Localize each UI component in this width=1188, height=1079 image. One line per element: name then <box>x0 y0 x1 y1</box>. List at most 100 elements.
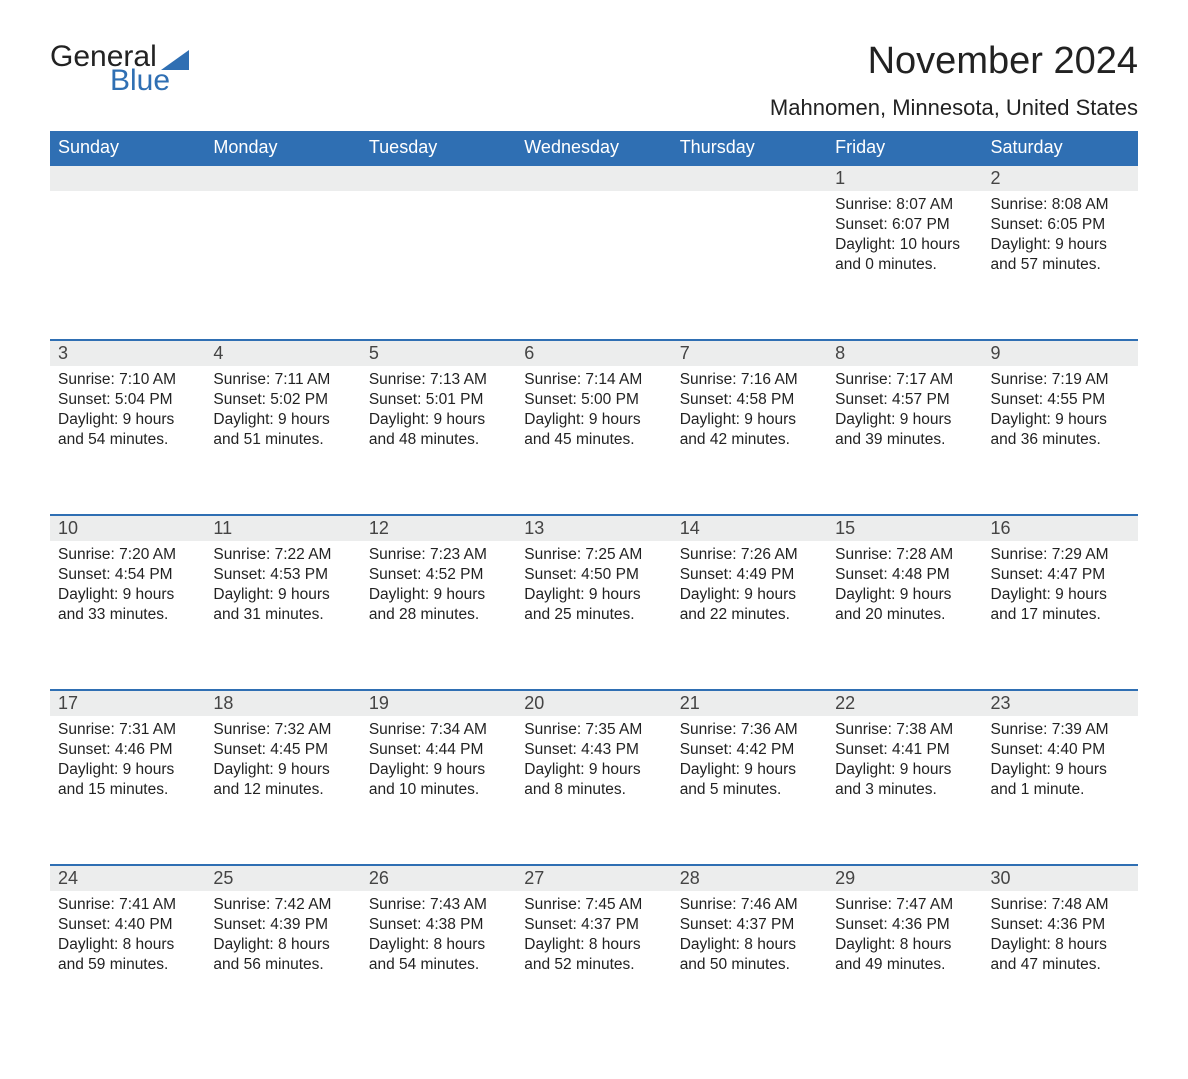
daylight-line: Daylight: 10 hours and 0 minutes. <box>835 235 974 275</box>
title-block: November 2024 Mahnomen, Minnesota, Unite… <box>770 40 1138 121</box>
month-title: November 2024 <box>770 40 1138 83</box>
sunset-line: Sunset: 4:36 PM <box>991 915 1130 935</box>
sunrise-line: Sunrise: 7:19 AM <box>991 370 1130 390</box>
daylight-line: Daylight: 9 hours and 22 minutes. <box>680 585 819 625</box>
sunset-line: Sunset: 4:40 PM <box>58 915 197 935</box>
day-detail-cell: Sunrise: 7:14 AMSunset: 5:00 PMDaylight:… <box>516 366 671 515</box>
sunset-line: Sunset: 4:54 PM <box>58 565 197 585</box>
day-number-cell: 13 <box>516 515 671 541</box>
daylight-line: Daylight: 8 hours and 49 minutes. <box>835 935 974 975</box>
day-number-cell: 24 <box>50 865 205 891</box>
day-number-cell: 28 <box>672 865 827 891</box>
sunrise-line: Sunrise: 7:10 AM <box>58 370 197 390</box>
day-number-cell: 14 <box>672 515 827 541</box>
day-number-cell <box>361 165 516 191</box>
day-header: Monday <box>205 131 360 165</box>
daylight-line: Daylight: 9 hours and 28 minutes. <box>369 585 508 625</box>
day-detail-cell: Sunrise: 7:43 AMSunset: 4:38 PMDaylight:… <box>361 891 516 1039</box>
daylight-line: Daylight: 9 hours and 12 minutes. <box>213 760 352 800</box>
daylight-line: Daylight: 9 hours and 42 minutes. <box>680 410 819 450</box>
sunset-line: Sunset: 4:55 PM <box>991 390 1130 410</box>
day-number-cell: 18 <box>205 690 360 716</box>
day-number-cell: 21 <box>672 690 827 716</box>
day-number-cell: 12 <box>361 515 516 541</box>
sunrise-line: Sunrise: 7:13 AM <box>369 370 508 390</box>
day-header: Friday <box>827 131 982 165</box>
sunset-line: Sunset: 5:04 PM <box>58 390 197 410</box>
day-detail-cell <box>672 191 827 340</box>
week-detail-row: Sunrise: 7:20 AMSunset: 4:54 PM Daylight:… <box>50 541 1138 690</box>
daylight-line: Daylight: 9 hours and 8 minutes. <box>524 760 663 800</box>
daylight-line: Daylight: 9 hours and 57 minutes. <box>991 235 1130 275</box>
sunrise-line: Sunrise: 7:20 AM <box>58 545 197 565</box>
daylight-line: Daylight: 9 hours and 3 minutes. <box>835 760 974 800</box>
sunset-line: Sunset: 4:41 PM <box>835 740 974 760</box>
day-number-cell: 8 <box>827 340 982 366</box>
week-daynum-row: 3456789 <box>50 340 1138 366</box>
sunrise-line: Sunrise: 7:48 AM <box>991 895 1130 915</box>
sunset-line: Sunset: 5:00 PM <box>524 390 663 410</box>
day-detail-cell: Sunrise: 7:46 AMSunset: 4:37 PMDaylight:… <box>672 891 827 1039</box>
sunset-line: Sunset: 4:45 PM <box>213 740 352 760</box>
sunset-line: Sunset: 6:05 PM <box>991 215 1130 235</box>
sunrise-line: Sunrise: 7:47 AM <box>835 895 974 915</box>
daylight-line: Daylight: 8 hours and 56 minutes. <box>213 935 352 975</box>
sunrise-line: Sunrise: 7:16 AM <box>680 370 819 390</box>
day-number-cell: 9 <box>983 340 1138 366</box>
daylight-line: Daylight: 9 hours and 17 minutes. <box>991 585 1130 625</box>
logo: General Blue <box>50 40 189 98</box>
day-detail-cell: Sunrise: 7:41 AMSunset: 4:40 PMDaylight:… <box>50 891 205 1039</box>
day-detail-cell: Sunrise: 7:26 AMSunset: 4:49 PMDaylight:… <box>672 541 827 690</box>
sunrise-line: Sunrise: 7:38 AM <box>835 720 974 740</box>
daylight-line: Daylight: 8 hours and 50 minutes. <box>680 935 819 975</box>
sunrise-line: Sunrise: 7:34 AM <box>369 720 508 740</box>
daylight-line: Daylight: 8 hours and 47 minutes. <box>991 935 1130 975</box>
sunrise-line: Sunrise: 7:39 AM <box>991 720 1130 740</box>
day-header: Saturday <box>983 131 1138 165</box>
day-number-cell: 27 <box>516 865 671 891</box>
day-detail-cell: Sunrise: 7:32 AMSunset: 4:45 PMDaylight:… <box>205 716 360 865</box>
daylight-line: Daylight: 9 hours and 25 minutes. <box>524 585 663 625</box>
day-number-cell: 22 <box>827 690 982 716</box>
day-detail-cell: Sunrise: 7:19 AMSunset: 4:55 PMDaylight:… <box>983 366 1138 515</box>
day-number-cell: 11 <box>205 515 360 541</box>
day-number-cell: 1 <box>827 165 982 191</box>
day-number-cell <box>516 165 671 191</box>
sunrise-line: Sunrise: 7:35 AM <box>524 720 663 740</box>
day-detail-cell <box>516 191 671 340</box>
day-number-cell: 5 <box>361 340 516 366</box>
day-detail-cell: Sunrise: 7:35 AMSunset: 4:43 PMDaylight:… <box>516 716 671 865</box>
sunset-line: Sunset: 4:49 PM <box>680 565 819 585</box>
sunrise-line: Sunrise: 7:22 AM <box>213 545 352 565</box>
day-detail-cell: Sunrise: 7:23 AMSunset: 4:52 PMDaylight:… <box>361 541 516 690</box>
day-detail-cell: Sunrise: 8:07 AMSunset: 6:07 PMDaylight:… <box>827 191 982 340</box>
day-number-cell: 20 <box>516 690 671 716</box>
sunrise-line: Sunrise: 7:32 AM <box>213 720 352 740</box>
day-detail-cell: Sunrise: 7:39 AMSunset: 4:40 PMDaylight:… <box>983 716 1138 865</box>
sunrise-line: Sunrise: 7:42 AM <box>213 895 352 915</box>
day-detail-cell: Sunrise: 7:47 AMSunset: 4:36 PMDaylight:… <box>827 891 982 1039</box>
sunrise-line: Sunrise: 7:45 AM <box>524 895 663 915</box>
sunset-line: Sunset: 4:43 PM <box>524 740 663 760</box>
day-detail-cell: Sunrise: 8:08 AMSunset: 6:05 PMDaylight:… <box>983 191 1138 340</box>
daylight-line: Daylight: 8 hours and 59 minutes. <box>58 935 197 975</box>
sunrise-line: Sunrise: 7:28 AM <box>835 545 974 565</box>
sunrise-line: Sunrise: 8:08 AM <box>991 195 1130 215</box>
daylight-line: Daylight: 9 hours and 48 minutes. <box>369 410 508 450</box>
sunset-line: Sunset: 4:48 PM <box>835 565 974 585</box>
sunrise-line: Sunrise: 7:29 AM <box>991 545 1130 565</box>
sunrise-line: Sunrise: 7:41 AM <box>58 895 197 915</box>
sunset-line: Sunset: 4:39 PM <box>213 915 352 935</box>
sunrise-line: Sunrise: 7:25 AM <box>524 545 663 565</box>
sunset-line: Sunset: 4:47 PM <box>991 565 1130 585</box>
day-number-cell: 25 <box>205 865 360 891</box>
sunrise-line: Sunrise: 7:11 AM <box>213 370 352 390</box>
sunset-line: Sunset: 4:46 PM <box>58 740 197 760</box>
day-number-cell: 29 <box>827 865 982 891</box>
sunset-line: Sunset: 4:38 PM <box>369 915 508 935</box>
sunset-line: Sunset: 4:37 PM <box>524 915 663 935</box>
day-number-cell: 10 <box>50 515 205 541</box>
sunset-line: Sunset: 4:36 PM <box>835 915 974 935</box>
week-detail-row: Sunrise: 7:41 AMSunset: 4:40 PMDaylight:… <box>50 891 1138 1039</box>
daylight-line: Daylight: 9 hours and 39 minutes. <box>835 410 974 450</box>
